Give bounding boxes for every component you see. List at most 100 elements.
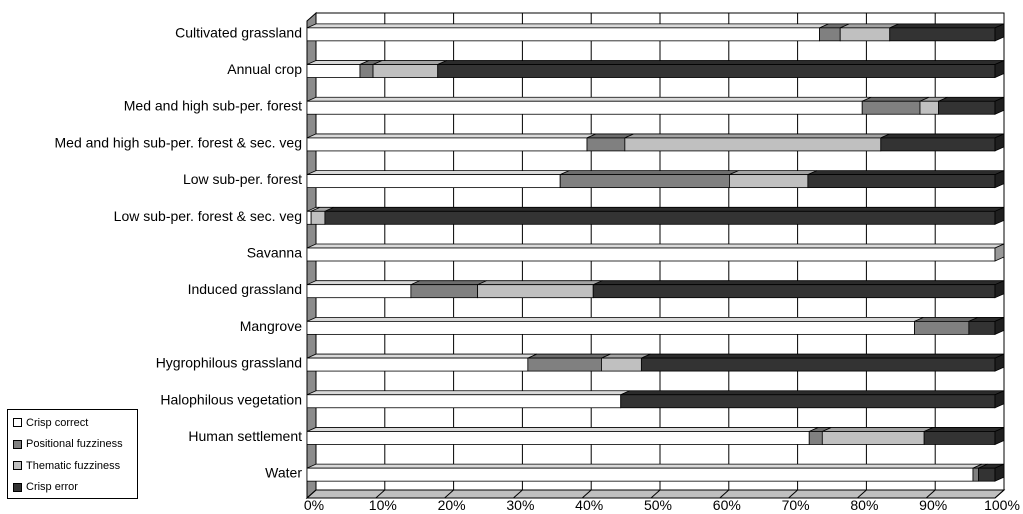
floor-gridline [581,489,592,499]
bar-segment [914,316,979,335]
category-label: Induced grassland [188,281,302,297]
x-tick-label: 20% [438,497,466,513]
category-label: Savanna [247,245,302,261]
legend-swatch [13,461,22,471]
category-label: Water [265,465,302,481]
legend-label: Crisp correct [26,416,89,429]
category-label: Halophilous vegetation [160,391,302,407]
bar-segment [306,280,421,299]
bar-end-cap [994,426,1005,446]
bar-segment [807,170,1005,189]
bar-end-cap [994,353,1005,372]
bar-segment [620,390,1005,409]
bar-end-cap [994,243,1005,262]
bar-segment [592,280,1005,299]
bar-segment [306,353,538,372]
bar-segment [306,463,983,482]
legend-swatch [13,439,22,449]
legend-entry: Thematic fuzziness [13,455,137,477]
floor-gridline [994,489,1005,499]
category-label: Mangrove [240,318,302,334]
bar-segment [640,353,1005,372]
bar-segment [324,206,1005,225]
category-label: Cultivated grassland [175,24,302,40]
floor-gridline [788,489,798,499]
floor-gridline [857,489,867,499]
bar-segment [729,170,818,189]
x-axis-tick-labels: 0% 10% 20% 30% 40% 50% 60% 70% 80% 90% 100% [304,497,1020,513]
bar-segment [821,427,934,445]
legend-label: Thematic fuzziness [26,459,121,472]
bar-segment [861,96,930,115]
bar-segment [880,133,1005,152]
floor-gridline [719,489,730,499]
bar-segment [889,23,1005,42]
bar-segment [477,280,603,299]
bar-end-cap [994,280,1005,299]
bar-segment [624,133,890,152]
bar-end-cap [994,463,1005,482]
x-tick-label: 90% [919,497,947,513]
bar-segment [968,316,1005,335]
x-tick-label: 80% [850,497,878,513]
bar-segment [306,23,829,42]
bar-segment [306,133,597,152]
bar-segment [559,170,739,189]
x-tick-label: 40% [575,497,603,513]
bar-segment [938,96,1005,115]
bar-segment [306,243,1005,262]
bar-segment [839,23,899,42]
x-tick-label: 10% [369,497,397,513]
legend-swatch [13,418,22,428]
floor-gridline [444,489,454,499]
floor-gridline [375,489,386,499]
floor-gridline [306,489,317,499]
category-label: Hygrophilous grassland [156,355,302,371]
x-tick-label: 50% [644,497,672,513]
bar-end-cap [994,96,1005,115]
bar-segment [923,427,1005,445]
legend-label: Crisp error [26,481,78,494]
bar-end-cap [994,316,1005,336]
bar-segment [372,60,447,78]
category-label: Human settlement [188,428,302,444]
bar-segment [306,316,924,335]
bar-end-cap [994,133,1005,152]
legend-entry: Crisp correct [13,412,137,434]
legend-swatch [13,482,22,492]
legend-entry: Positional fuzziness [13,434,137,456]
category-label: Annual crop [227,61,302,77]
bar-end-cap [994,390,1005,409]
floor-gridline [925,489,936,499]
category-label: Med and high sub-per. forest [124,98,302,114]
bar-segment [978,463,1005,482]
bar-segment [437,60,1005,78]
bar-segment [306,96,872,115]
bar-end-cap [994,206,1005,225]
x-tick-label: 100% [984,497,1020,513]
bar-segment [306,427,819,445]
bar-segment [306,170,570,189]
floor-gridline [650,489,661,499]
bar-end-cap [994,169,1005,189]
bar-segment [527,353,611,372]
bar-end-cap [994,23,1005,42]
bar-segment [306,390,630,409]
category-label: Low sub-per. forest & sec. veg [114,208,302,224]
legend-entry: Crisp error [13,477,137,499]
legend: Crisp correct Positional fuzziness Themati… [7,409,138,499]
bar-segment [410,280,487,299]
category-label: Med and high sub-per. forest & sec. veg [55,134,302,150]
plot-area [305,11,1006,500]
floor-gridline [513,489,523,499]
x-tick-label: 0% [304,497,324,513]
x-tick-label: 60% [713,497,741,513]
x-tick-label: 70% [782,497,810,513]
bar-segment [586,133,635,152]
bar-segment [601,353,651,372]
bar-end-cap [994,59,1005,79]
category-labels: Cultivated grassland Annual crop Med and h… [55,24,303,480]
x-tick-label: 30% [506,497,534,513]
category-label: Low sub-per. forest [183,171,302,187]
